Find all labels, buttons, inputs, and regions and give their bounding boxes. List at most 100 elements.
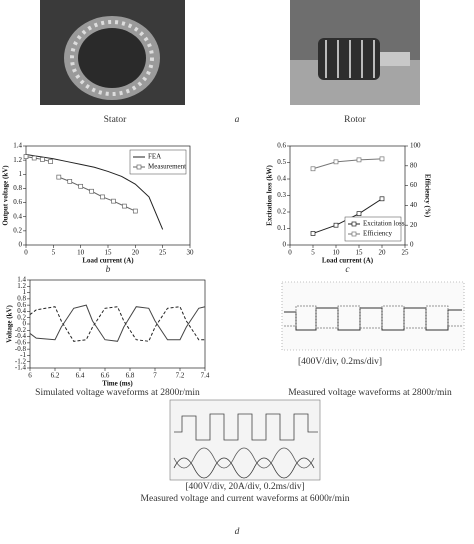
data-point: [111, 198, 116, 204]
y-tick-label: -1: [20, 351, 26, 359]
panel-caption: a: [235, 115, 240, 125]
legend-marker: [351, 231, 357, 237]
x-tick-label: 6.2: [51, 372, 60, 380]
data-point: [67, 179, 73, 184]
x-tick-label: 15: [105, 249, 113, 257]
y-tick-label: 0.6: [277, 142, 286, 150]
x-tick-label: 0: [24, 249, 28, 257]
legend-box: [344, 216, 402, 242]
data-point: [379, 156, 385, 162]
y-tick-label: -0.8: [15, 345, 27, 353]
y-tick-label: 0.5: [277, 158, 286, 166]
y-axis-label: Excitation loss (kW): [266, 164, 274, 225]
data-point: [31, 155, 37, 161]
oscilloscope-image: [169, 399, 321, 481]
legend-marker: [351, 221, 357, 227]
rotor-photo: [290, 0, 420, 105]
series-line: [29, 304, 206, 342]
data-point: [23, 154, 29, 159]
y2-tick-label: 40: [410, 201, 418, 209]
data-point: [333, 222, 339, 228]
y-tick-label: 0.8: [17, 294, 26, 302]
data-point: [356, 211, 362, 216]
plot-frame: [29, 279, 206, 369]
y-tick-label: 0.2: [17, 313, 26, 321]
x-tick-label: 6.8: [126, 372, 135, 380]
data-point: [310, 231, 316, 236]
x-axis-label: Time (ms): [102, 380, 133, 388]
x-tick-label: 7.2: [176, 372, 185, 380]
panel-caption: Measured voltage and current waveforms a…: [141, 493, 350, 504]
y-tick-label: 0.3: [277, 191, 286, 199]
x-tick-label: 5: [52, 249, 56, 257]
y-axis-label: Voltage (kV): [6, 305, 14, 343]
data-point: [310, 166, 316, 172]
y-tick-label: 1.2: [13, 156, 22, 164]
scale-note: [400V/div, 0.2ms/div]: [298, 357, 382, 367]
y-tick-label: 1.2: [17, 282, 26, 290]
y-tick-label: 0.1: [277, 224, 286, 232]
y-tick-label: 1: [23, 288, 27, 296]
legend-box: [129, 149, 187, 175]
y-tick-label: 1.4: [13, 142, 22, 150]
panel-caption: d: [235, 527, 240, 537]
y2-tick-label: 100: [410, 142, 421, 150]
data-point: [40, 157, 45, 162]
y2-axis-label: Efficiency (%): [423, 174, 431, 218]
data-point: [379, 196, 385, 202]
photo-label: Stator: [104, 115, 128, 125]
y2-tick-label: 0: [410, 241, 414, 249]
panel-caption: c: [345, 265, 350, 275]
x-tick-label: 5: [311, 249, 315, 257]
data-point: [100, 194, 105, 200]
y-tick-label: 0: [19, 241, 23, 249]
x-tick-label: 20: [379, 249, 387, 257]
legend-label: Efficiency: [363, 230, 393, 238]
y-tick-label: 0.6: [17, 301, 26, 309]
panel-caption: b: [106, 265, 111, 275]
legend-label: FEA: [148, 153, 161, 161]
data-point: [56, 174, 62, 180]
y-tick-label: 0.2: [277, 208, 286, 216]
y-tick-label: 0.2: [13, 226, 22, 234]
data-point: [48, 159, 53, 164]
x-tick-label: 6: [28, 372, 32, 380]
x-tick-label: 15: [356, 249, 364, 257]
y2-tick-label: 80: [410, 161, 418, 169]
data-point: [356, 157, 362, 163]
x-tick-label: 6.4: [76, 372, 85, 380]
y-tick-label: 0.4: [17, 307, 26, 315]
y-tick-label: -1.2: [15, 357, 27, 365]
photo-label: Rotor: [344, 115, 366, 125]
y-tick-label: -0.6: [15, 338, 27, 346]
x-tick-label: 30: [187, 249, 195, 257]
panel-caption: Measured voltage waveforms at 2800r/min: [288, 387, 452, 398]
y-tick-label: 1.4: [17, 276, 26, 284]
data-point: [89, 188, 94, 194]
x-tick-label: 20: [132, 249, 140, 257]
data-point: [78, 183, 84, 189]
y-tick-label: 0.4: [277, 175, 286, 183]
x-axis-label: Load current (A): [322, 257, 374, 265]
y-tick-label: 0.4: [13, 212, 22, 220]
x-tick-label: 7: [153, 372, 157, 380]
x-tick-label: 7.4: [201, 372, 210, 380]
y-tick-label: -0.4: [15, 332, 27, 340]
y-tick-label: 0.8: [13, 184, 22, 192]
legend-marker: [136, 164, 142, 170]
data-point: [132, 208, 138, 214]
y2-tick-label: 20: [410, 221, 418, 229]
y-tick-label: 1: [19, 170, 23, 178]
oscilloscope-image: [281, 281, 465, 351]
panel-caption: Simulated voltage waveforms at 2800r/min: [35, 387, 200, 398]
series-line: [312, 158, 383, 170]
y-tick-label: -0.2: [15, 326, 27, 334]
x-tick-label: 25: [159, 249, 167, 257]
y-tick-label: -1.4: [15, 364, 27, 372]
data-point: [333, 159, 339, 165]
y-axis-label: Output voltage (kV): [2, 165, 10, 226]
legend-label: Excitation loss: [363, 220, 405, 228]
series-line: [25, 153, 164, 230]
x-axis-label: Load current (A): [82, 257, 134, 265]
